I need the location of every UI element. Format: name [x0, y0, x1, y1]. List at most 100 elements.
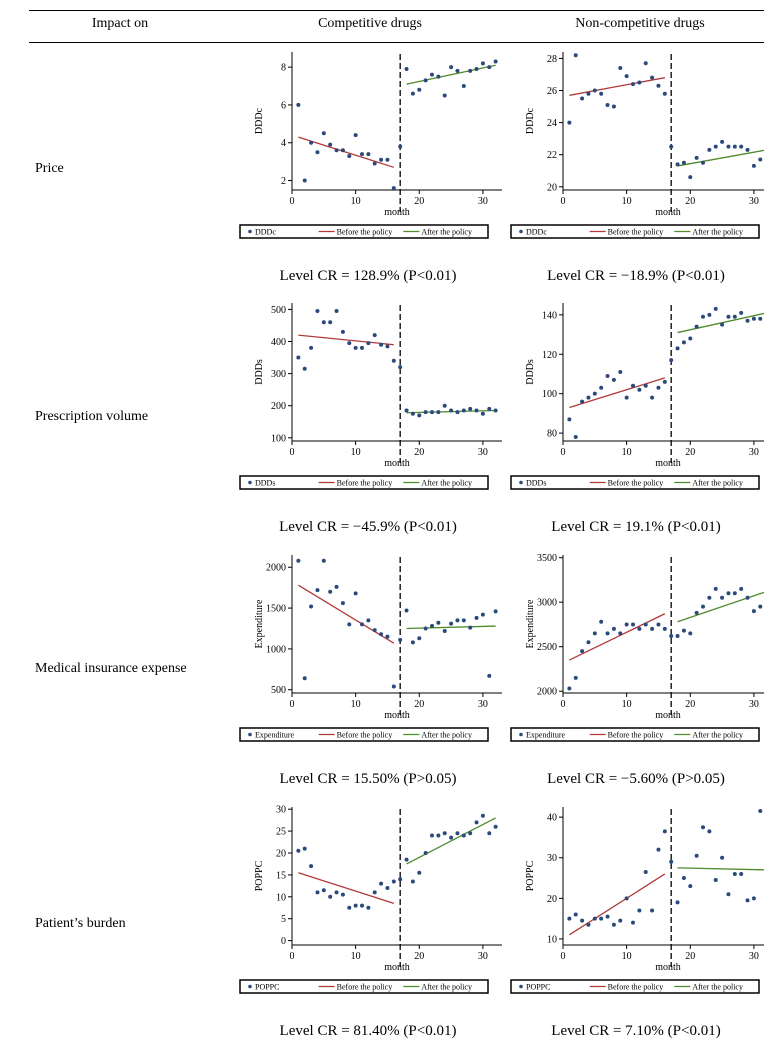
row-label-patients-burden: Patient’s burden	[35, 916, 126, 931]
chart-0-1-point	[688, 175, 693, 180]
chart-2-0-point	[296, 558, 301, 563]
chart-0-0-ytick-label: 2	[281, 176, 286, 187]
chart-3-1-point	[624, 896, 629, 901]
chart-0-1-ylabel: DDDc	[525, 107, 536, 134]
chart-3-1-point	[720, 855, 725, 860]
chart-0-1-point	[631, 82, 635, 87]
chart-3-1-legend-label: After the policy	[692, 983, 743, 992]
chart-2-0-point	[328, 589, 333, 594]
chart-3-1-point	[694, 853, 699, 858]
chart-3-0-point	[442, 831, 447, 836]
chart-0-0-point	[417, 87, 422, 92]
chart-3-0-point	[398, 877, 403, 882]
chart-1-1-point	[758, 316, 763, 321]
chart-3-1-xtick-label: 30	[749, 951, 759, 962]
chart-0-0-point	[302, 178, 307, 183]
chart-3-1-point	[599, 916, 604, 921]
chart-0-1-point	[739, 144, 744, 149]
chart-1-0-point	[410, 411, 415, 416]
chart-1-1-before-policy-line	[569, 377, 666, 409]
chart-3-1-point	[726, 892, 731, 897]
level-cr-expense-noncompetitive: Level CR = −5.60% (P>0.05)	[547, 771, 725, 787]
chart-2-0-xlabel: month	[384, 710, 410, 721]
chart-3-1-before-policy-line	[569, 873, 666, 936]
chart-0-1-legend-label: Before the policy	[608, 228, 664, 237]
chart-3-0-point	[391, 879, 396, 884]
chart-3-1-point	[669, 859, 674, 864]
chart-3-0-ytick-label: 0	[281, 936, 286, 947]
chart-2-1-xtick-label: 10	[622, 699, 632, 710]
chart-2-1-after-policy-line	[677, 591, 764, 623]
chart-0-0-point	[487, 65, 492, 70]
chart-1-0-point	[404, 408, 409, 413]
chart-0-1-point	[707, 147, 712, 152]
chart-2-0-point	[360, 622, 364, 627]
chart-1-0-point	[296, 355, 301, 360]
chart-0-1-point	[675, 162, 680, 167]
chart-2-0-point	[423, 626, 428, 631]
chart-1-0-point	[315, 309, 320, 314]
chart-0-1-xtick-label: 30	[749, 196, 759, 207]
chart-2-0-point	[309, 604, 314, 609]
chart-1-0-point	[436, 410, 441, 415]
chart-1-0-point	[360, 345, 364, 350]
chart-1-1-point	[681, 340, 686, 345]
chart-1-0-point	[430, 410, 434, 415]
chart-3-0-point	[430, 833, 434, 838]
chart-2-1-point	[688, 631, 693, 636]
chart-0-0-point	[449, 65, 454, 70]
chart-1-0-point	[302, 366, 307, 371]
chart-1-0-point	[480, 411, 485, 416]
chart-2-1-point	[751, 609, 756, 614]
chart-2-0-legend-label: After the policy	[421, 731, 472, 740]
level-cr-burden-noncompetitive: Level CR = 7.10% (P<0.01)	[551, 1023, 721, 1039]
chart-2-1-legend-label: Expenditure	[526, 731, 566, 740]
chart-1-0-legend-label: After the policy	[421, 479, 472, 488]
chart-3-1-point	[688, 884, 693, 889]
chart-3-0-point	[334, 890, 339, 895]
chart-1-0-ytick-label: 100	[271, 433, 286, 444]
chart-3-0-legend-label: POPPC	[255, 983, 279, 992]
chart-0-1-point	[611, 104, 616, 109]
chart-3-1-point	[656, 847, 661, 852]
chart-2-0-point	[302, 676, 307, 681]
chart-2-0-point	[449, 621, 454, 626]
chart-1-1-point	[739, 310, 744, 315]
chart-3-1-legend-label: Before the policy	[608, 983, 664, 992]
chart-0-0-ytick-label: 8	[281, 63, 286, 74]
chart-0-0-point	[372, 161, 377, 166]
chart-2-0-after-policy-line	[406, 625, 496, 630]
chart-2-0-point	[385, 634, 390, 639]
chart-0-0-point	[474, 67, 479, 72]
chart-3-1-legend	[510, 979, 760, 994]
chart-0-0-point	[468, 68, 473, 73]
chart-0-0-point	[340, 148, 345, 153]
chart-0-1-legend	[510, 224, 760, 239]
chart-2-1-legend-marker	[519, 732, 523, 737]
chart-1-0-point	[423, 410, 428, 415]
chart-1-0-xtick-label: 10	[351, 447, 361, 458]
chart-3-0-xlabel: month	[384, 962, 410, 973]
chart-0-1-legend-marker	[519, 229, 523, 234]
chart-2-0-ytick-label: 1500	[266, 604, 286, 615]
chart-1-0-point	[474, 408, 479, 413]
chart-2-1-point	[707, 595, 712, 600]
chart-3-1-ytick-label: 20	[547, 894, 557, 905]
chart-2-0-point	[372, 628, 377, 633]
chart-0-1-ytick-label: 20	[547, 182, 557, 193]
chart-2-1-xtick-label: 0	[561, 699, 566, 710]
chart-0-1-point	[681, 160, 686, 165]
chart-0-1-ytick-label: 22	[547, 150, 557, 161]
chart-3-0-point	[321, 888, 326, 893]
chart-0-0-point	[436, 74, 441, 79]
chart-2-0-point	[436, 620, 441, 625]
chart-2-1-point	[586, 640, 591, 645]
chart-0-0-point	[334, 148, 339, 153]
chart-3-0-point	[436, 833, 441, 838]
chart-0-0-legend-marker	[248, 229, 252, 234]
chart-2-1-point	[592, 631, 597, 636]
chart-0-1-point	[624, 74, 629, 79]
chart-0-0-xtick-label: 0	[290, 196, 295, 207]
chart-0-1-point	[637, 80, 642, 85]
chart-2-0-point	[353, 591, 358, 596]
